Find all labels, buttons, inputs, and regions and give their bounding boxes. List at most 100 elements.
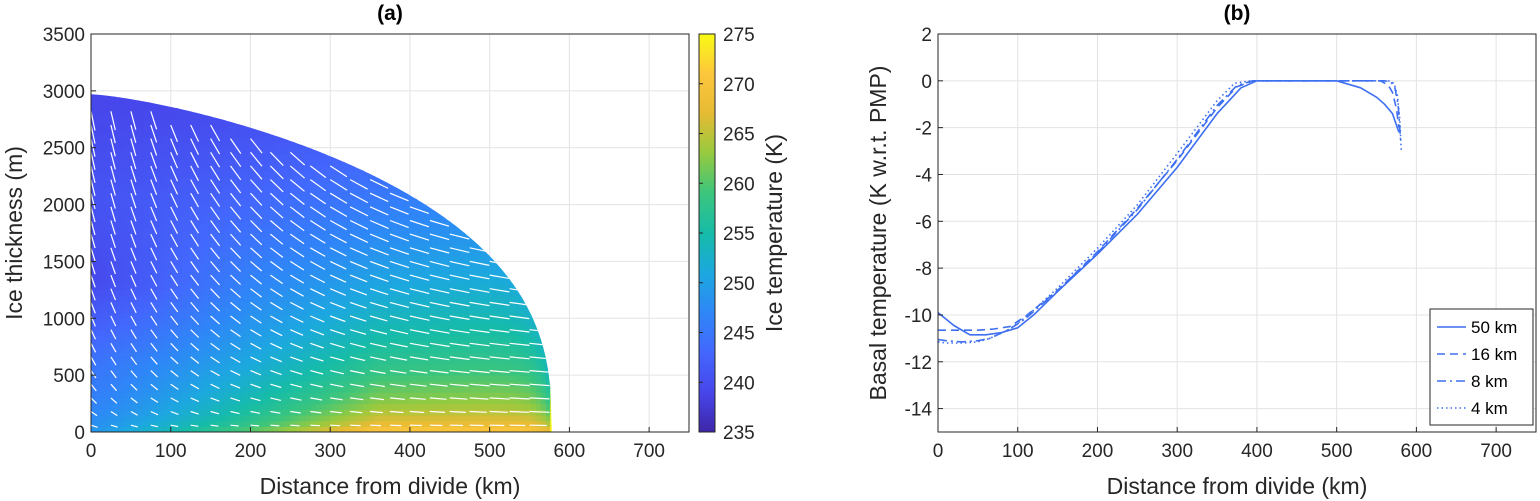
- temperature-cell: [95, 142, 102, 149]
- temperature-cell: [473, 278, 480, 285]
- temperature-cell: [535, 392, 542, 399]
- temperature-cell: [114, 301, 121, 308]
- temperature-cell: [306, 267, 312, 274]
- temperature-cell: [272, 397, 279, 405]
- temperature-cell: [105, 255, 111, 262]
- temperature-cell: [234, 164, 240, 172]
- temperature-cell: [516, 380, 523, 388]
- temperature-cell: [449, 250, 456, 257]
- temperature-cell: [268, 210, 274, 217]
- temperature-cell: [95, 369, 102, 376]
- temperature-cell: [181, 318, 188, 325]
- temperature-cell: [545, 375, 551, 382]
- temperature-cell: [191, 113, 197, 120]
- temperature-cell: [296, 324, 303, 331]
- temperature-cell: [177, 142, 183, 149]
- temperature-cell: [421, 210, 427, 217]
- temperature-cell: [311, 284, 317, 291]
- temperature-cell: [291, 176, 298, 183]
- temperature-cell: [220, 272, 226, 280]
- velocity-arrow: [250, 315, 262, 324]
- temperature-cell: [244, 352, 250, 359]
- temperature-cell: [459, 312, 465, 319]
- temperature-cell: [191, 380, 197, 388]
- temperature-cell: [162, 375, 169, 382]
- temperature-cell: [363, 187, 370, 194]
- temperature-cell: [502, 329, 508, 336]
- velocity-arrow: [190, 138, 200, 155]
- temperature-cell: [138, 142, 145, 149]
- temperature-cell: [201, 392, 207, 399]
- velocity-arrow: [389, 233, 410, 242]
- temperature-cell: [406, 392, 413, 399]
- temperature-cell: [239, 409, 245, 416]
- temperature-cell: [411, 324, 417, 331]
- temperature-cell: [411, 233, 417, 240]
- temperature-cell: [330, 181, 336, 189]
- temperature-cell: [507, 346, 513, 353]
- temperature-cell: [239, 278, 245, 285]
- velocity-arrow: [130, 220, 137, 235]
- temperature-cell: [234, 204, 240, 211]
- temperature-cell: [210, 142, 216, 149]
- temperature-cell: [373, 403, 379, 410]
- temperature-cell: [397, 358, 403, 365]
- temperature-cell: [124, 392, 130, 399]
- temperature-cell: [268, 363, 274, 371]
- temperature-cell: [244, 142, 250, 149]
- temperature-cell: [402, 386, 408, 393]
- velocity-arrow: [389, 192, 409, 202]
- temperature-cell: [531, 329, 537, 336]
- temperature-cell: [392, 215, 398, 223]
- temperature-cell: [425, 403, 432, 410]
- temperature-cell: [244, 301, 250, 308]
- temperature-cell: [282, 170, 288, 177]
- velocity-arrow: [190, 329, 200, 338]
- temperature-cell: [454, 238, 460, 245]
- temperature-cell: [148, 142, 154, 149]
- temperature-cell: [263, 329, 269, 336]
- temperature-cell: [181, 187, 188, 194]
- temperature-cell: [158, 181, 164, 189]
- temperature-cell: [124, 289, 130, 297]
- temperature-cell: [114, 409, 121, 416]
- temperature-cell: [325, 181, 331, 189]
- temperature-cell: [138, 227, 145, 234]
- temperature-cell: [263, 181, 269, 189]
- temperature-cell: [435, 306, 441, 314]
- temperature-cell: [210, 335, 216, 342]
- temperature-cell: [507, 386, 513, 393]
- temperature-cell: [363, 397, 370, 405]
- temperature-cell: [445, 221, 451, 228]
- temperature-cell: [358, 301, 365, 308]
- temperature-cell: [186, 318, 193, 325]
- temperature-cell: [210, 306, 216, 314]
- temperature-cell: [440, 397, 446, 405]
- temperature-cell: [406, 318, 413, 325]
- temperature-cell: [181, 420, 188, 427]
- velocity-arrow: [210, 165, 221, 181]
- temperature-cell: [148, 403, 154, 410]
- temperature-cell: [148, 238, 154, 245]
- temperature-cell: [248, 346, 255, 353]
- temperature-cell: [335, 170, 341, 177]
- velocity-arrow: [170, 356, 179, 365]
- temperature-cell: [239, 136, 245, 143]
- temperature-cell: [220, 170, 226, 177]
- temperature-cell: [196, 221, 202, 228]
- velocity-arrow: [91, 152, 96, 170]
- velocity-arrow: [230, 220, 242, 233]
- temperature-cell: [397, 392, 403, 399]
- temperature-cell: [540, 346, 547, 353]
- temperature-cell: [339, 255, 346, 262]
- velocity-arrow: [349, 342, 366, 348]
- temperature-cell: [382, 392, 389, 399]
- temperature-cell: [392, 403, 398, 410]
- temperature-cell: [239, 369, 245, 376]
- temperature-cell: [215, 341, 221, 348]
- temperature-cell: [287, 210, 293, 217]
- temperature-cell: [363, 352, 370, 359]
- temperature-cell: [445, 409, 451, 416]
- temperature-cell: [124, 272, 130, 280]
- velocity-arrow: [250, 151, 263, 167]
